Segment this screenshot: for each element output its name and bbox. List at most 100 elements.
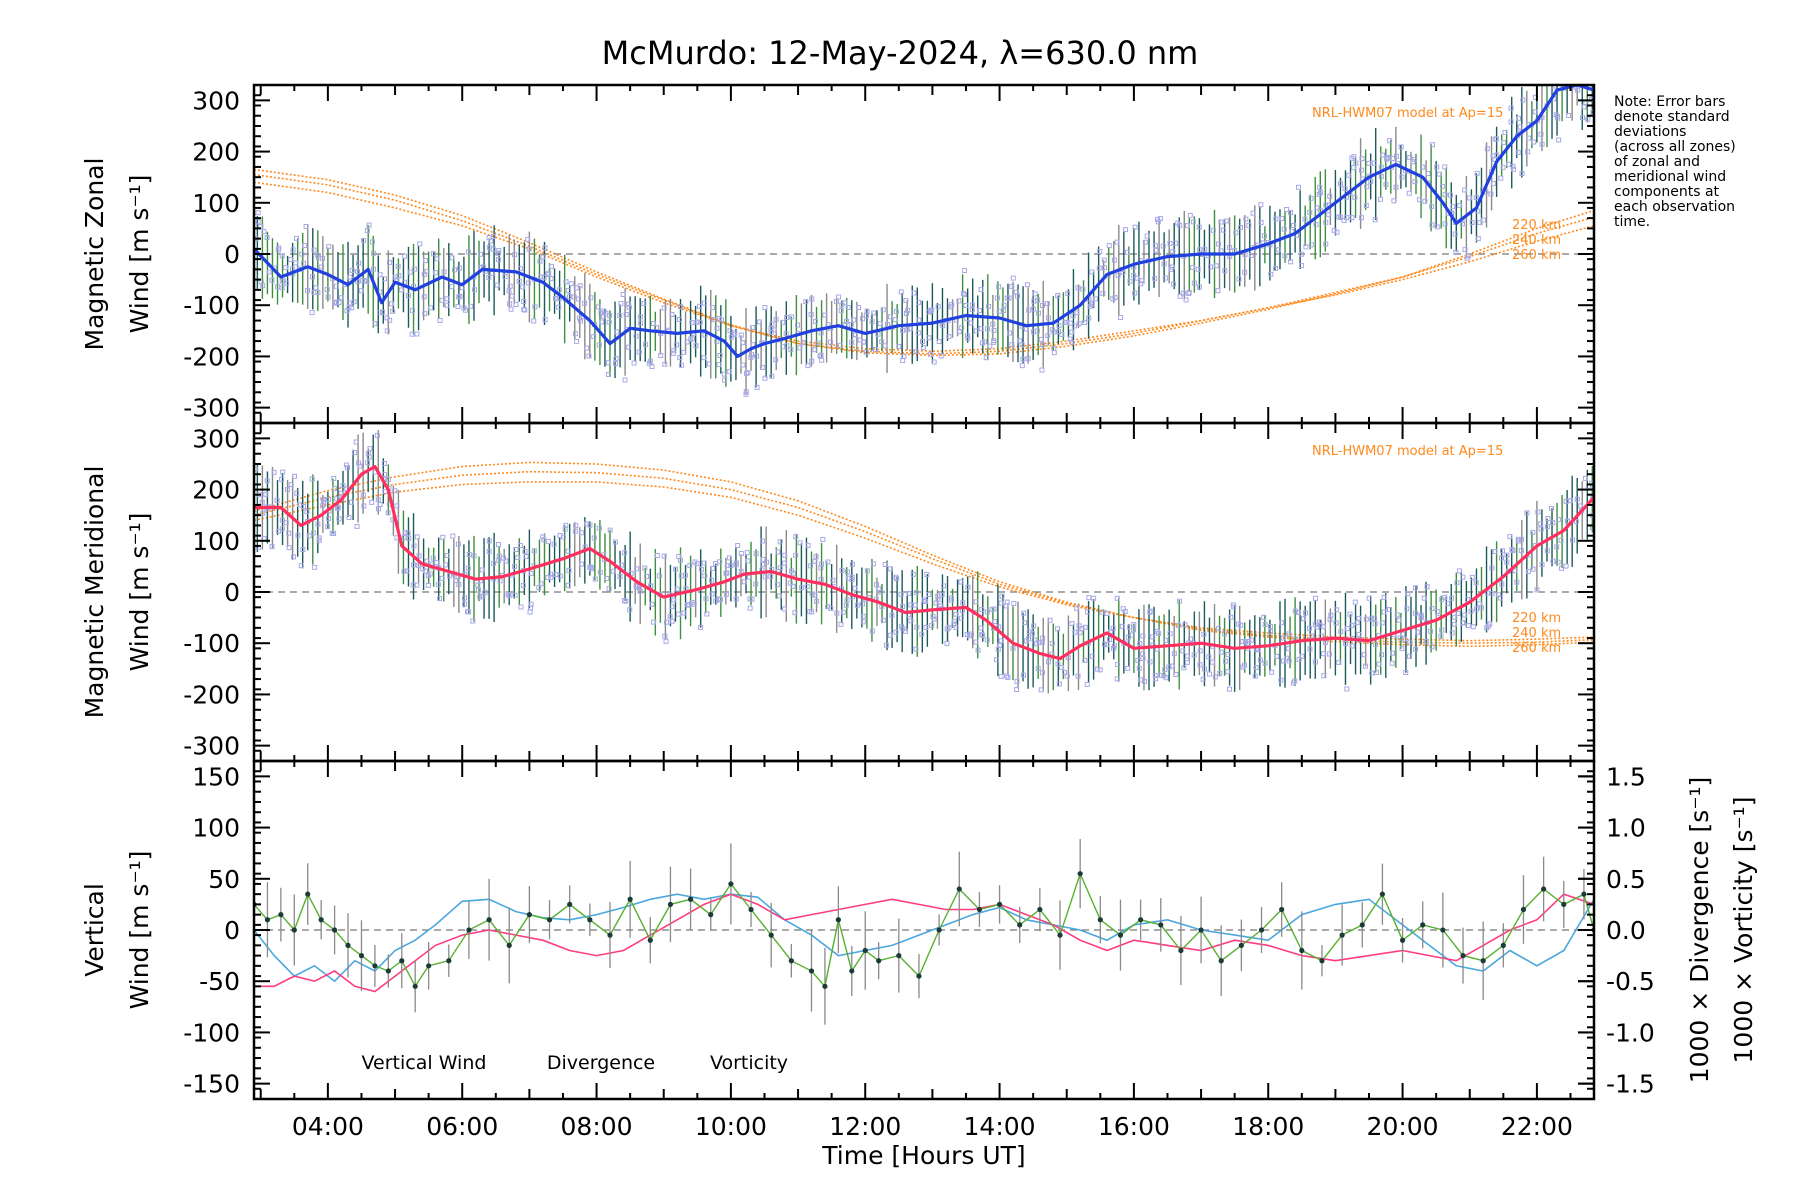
zone-point xyxy=(626,301,632,307)
zone-point xyxy=(979,606,985,612)
zone-point xyxy=(634,566,640,572)
zone-point xyxy=(1154,216,1160,222)
zone-point xyxy=(627,607,633,613)
x-tick-label: 04:00 xyxy=(292,1112,364,1141)
zone-point xyxy=(338,490,344,496)
zone-point xyxy=(1347,611,1353,617)
zone-point xyxy=(1163,675,1169,681)
zone-point xyxy=(475,582,481,588)
vertical-wind-point xyxy=(768,932,774,938)
zone-point xyxy=(1473,194,1479,200)
zone-point xyxy=(1284,655,1290,661)
zone-point xyxy=(978,625,984,631)
zone-point xyxy=(1343,640,1349,646)
zone-point xyxy=(991,606,997,612)
zone-point xyxy=(356,260,362,266)
zone-point xyxy=(1327,193,1333,199)
zone-point xyxy=(372,321,378,327)
zone-point xyxy=(1422,198,1428,204)
zone-point xyxy=(820,536,826,542)
zone-point xyxy=(298,563,304,569)
zone-point xyxy=(1249,637,1255,643)
zone-point xyxy=(1079,626,1085,632)
zone-point xyxy=(926,335,932,341)
zone-point xyxy=(1457,202,1463,208)
zone-point xyxy=(1153,247,1159,253)
zone-point xyxy=(726,369,732,375)
vertical-wind-point xyxy=(1500,942,1506,948)
zone-point xyxy=(958,579,964,585)
zone-point xyxy=(686,602,692,608)
zone-point xyxy=(283,520,289,526)
zone-point xyxy=(1084,681,1090,687)
zone-point xyxy=(1167,240,1173,246)
zone-point xyxy=(512,252,518,258)
zone-point xyxy=(788,568,794,574)
zone-point xyxy=(1578,503,1584,509)
zone-point xyxy=(1401,636,1407,642)
zone-point xyxy=(1510,163,1516,169)
zone-point xyxy=(1500,548,1506,554)
zone-point xyxy=(688,336,694,342)
zone-point xyxy=(1099,609,1105,615)
zone-point xyxy=(1412,585,1418,591)
zone-point xyxy=(582,300,588,306)
zone-point xyxy=(1085,609,1091,615)
zone-point xyxy=(792,610,798,616)
zone-point xyxy=(449,255,455,261)
zone-point xyxy=(1509,546,1515,552)
zone-point xyxy=(276,528,282,534)
vertical-wind-point xyxy=(506,942,512,948)
zone-point xyxy=(1323,219,1329,225)
zone-point xyxy=(1460,620,1466,626)
zone-point xyxy=(1445,601,1451,607)
zone-point xyxy=(325,294,331,300)
zone-point xyxy=(663,638,669,644)
zone-point xyxy=(279,526,285,532)
zone-point xyxy=(894,576,900,582)
zonal-panel: -300 -200 -100 0 100 200 300 Magnetic Zonal Wi… xyxy=(80,83,1596,425)
zone-point xyxy=(747,596,753,602)
vertical-wind-point xyxy=(278,912,284,918)
zone-point xyxy=(1082,657,1088,663)
zone-point xyxy=(808,311,814,317)
zone-point xyxy=(1500,164,1506,170)
zone-point xyxy=(735,542,741,548)
zone-point xyxy=(1184,659,1190,665)
zone-point xyxy=(1046,659,1052,665)
zone-point xyxy=(973,639,979,645)
zone-point xyxy=(1364,184,1370,190)
zone-point xyxy=(1023,638,1029,644)
zone-point xyxy=(1125,665,1131,671)
note-line-9: time. xyxy=(1614,214,1650,230)
zone-point xyxy=(930,613,936,619)
zone-point xyxy=(1200,676,1206,682)
zone-point xyxy=(1132,224,1138,230)
zone-point xyxy=(1525,568,1531,574)
zone-point xyxy=(1167,631,1173,637)
zone-point xyxy=(283,265,289,271)
zone-point xyxy=(1292,608,1298,614)
zone-point xyxy=(676,553,682,559)
zone-point xyxy=(1030,306,1036,312)
y-tick-label: 50 xyxy=(208,865,240,894)
zone-point xyxy=(384,315,390,321)
zone-point xyxy=(1407,639,1413,645)
vertical-wind-point xyxy=(936,927,942,933)
y-tick-label: -100 xyxy=(183,629,240,658)
zone-point xyxy=(357,463,363,469)
zone-point xyxy=(774,582,780,588)
zone-point xyxy=(425,573,431,579)
zone-point xyxy=(757,319,763,325)
zone-point xyxy=(522,307,528,313)
zone-point xyxy=(913,349,919,355)
y-tick-label: 100 xyxy=(192,189,240,218)
zone-point xyxy=(1152,275,1158,281)
zone-point xyxy=(600,313,606,319)
zone-point xyxy=(1101,641,1107,647)
meridional-model-label: NRL-HWM07 model at Ap=15 xyxy=(1312,444,1503,459)
zone-point xyxy=(860,316,866,322)
zone-point xyxy=(1202,246,1208,252)
zone-point xyxy=(311,247,317,253)
zone-point xyxy=(1268,271,1274,277)
